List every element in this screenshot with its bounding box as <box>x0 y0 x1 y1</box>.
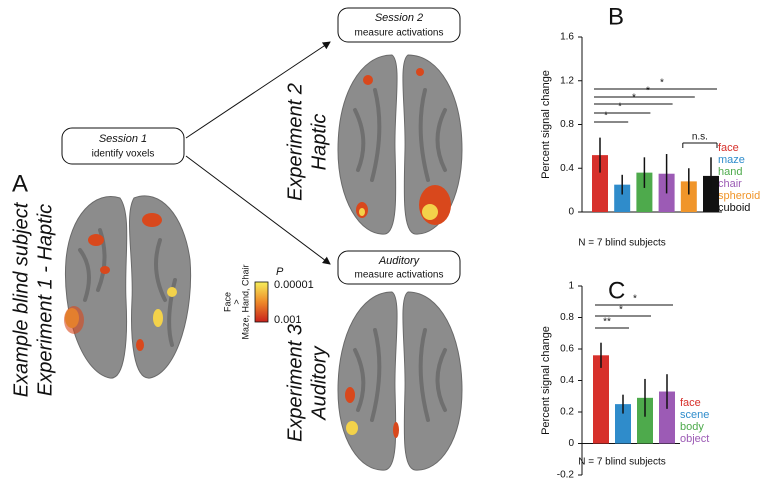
arrow <box>185 41 331 139</box>
experiment-label: Experiment 2 <box>284 83 306 201</box>
experiment-label: Haptic <box>308 114 330 171</box>
significance-label: * <box>619 305 623 316</box>
y-tick-label: 1 <box>568 281 574 292</box>
colorbar-title: P <box>276 266 284 278</box>
session-box <box>337 250 461 285</box>
significance-label: * <box>604 111 608 122</box>
y-tick-label: 0 <box>568 207 574 218</box>
y-tick-label: 1.6 <box>560 32 574 43</box>
experiment-label: Auditory <box>308 345 330 420</box>
significance-label: * <box>618 102 622 113</box>
session-title: Session 2 <box>375 12 423 24</box>
legend-label: hand <box>718 166 742 178</box>
x-axis-label: N = 7 blind subjects <box>578 457 666 468</box>
significance-label: * <box>633 294 637 305</box>
y-tick-label: 0.6 <box>560 344 574 355</box>
significance-label: n.s. <box>692 132 708 143</box>
bar <box>592 155 608 212</box>
significance-label: * <box>646 86 650 97</box>
subject-title: Experiment 1 - Haptic <box>34 204 56 396</box>
significance-label: * <box>632 93 636 104</box>
panel-label: C <box>608 277 625 304</box>
significance-label: ** <box>603 317 611 328</box>
y-tick-label: 0 <box>568 438 574 449</box>
legend-label: object <box>680 433 709 445</box>
brain-bottom <box>337 291 463 471</box>
session-subtitle: identify voxels <box>92 149 155 160</box>
session-box <box>61 127 185 165</box>
legend-label: scene <box>680 409 709 421</box>
session-box <box>337 7 461 43</box>
contrast-label: Maze, Hand, Chair <box>240 264 250 339</box>
y-axis-label: Percent signal change <box>540 70 552 179</box>
legend-label: spheroid <box>718 190 760 202</box>
y-tick-label: 0.8 <box>560 312 574 323</box>
colorbar-label: 0.00001 <box>274 279 314 291</box>
brain-top <box>337 54 463 235</box>
diagram: A Example blind subject Experiment 1 - H… <box>10 7 463 471</box>
y-tick-label: 0.4 <box>560 163 574 174</box>
legend-label: cuboid <box>718 202 750 214</box>
arrow <box>185 155 331 265</box>
bar <box>680 181 697 212</box>
session-subtitle: measure activations <box>355 28 444 39</box>
brain-left <box>64 195 192 379</box>
y-tick-label: -0.2 <box>557 470 575 481</box>
y-axis-label: Percent signal change <box>540 326 552 435</box>
y-tick-label: 0.4 <box>560 375 574 386</box>
session-title: Session 1 <box>99 133 147 145</box>
panel-label: A <box>12 170 28 197</box>
significance-label: * <box>660 78 664 89</box>
y-tick-label: 1.2 <box>560 75 574 86</box>
legend-label: chair <box>718 178 742 190</box>
bar <box>614 184 631 212</box>
x-axis-label: N = 7 blind subjects <box>578 238 666 249</box>
bar <box>636 172 653 212</box>
charts: B 0 0.4 0.8 1.2 1.6 Percent signal change N = 7… <box>540 3 760 480</box>
contrast-label: > <box>231 299 241 304</box>
bar <box>659 391 675 444</box>
y-tick-label: 0.2 <box>560 407 574 418</box>
y-tick-label: 0.8 <box>560 119 574 130</box>
bar <box>637 397 653 444</box>
bar <box>593 355 609 444</box>
contrast-label: Face <box>222 292 232 312</box>
colorbar-label: 0.001 <box>274 314 302 326</box>
legend-label: maze <box>718 154 745 166</box>
bar <box>615 404 631 444</box>
experiment-label: Experiment 3 <box>284 324 306 442</box>
session-subtitle: measure activations <box>355 270 444 281</box>
legend-label: face <box>680 397 701 409</box>
legend-label: body <box>680 421 704 433</box>
legend-label: face <box>718 142 739 154</box>
colorbar <box>254 281 269 323</box>
panel-label: B <box>608 3 624 30</box>
subject-title: Example blind subject <box>10 201 32 397</box>
session-title: Auditory <box>378 255 421 267</box>
